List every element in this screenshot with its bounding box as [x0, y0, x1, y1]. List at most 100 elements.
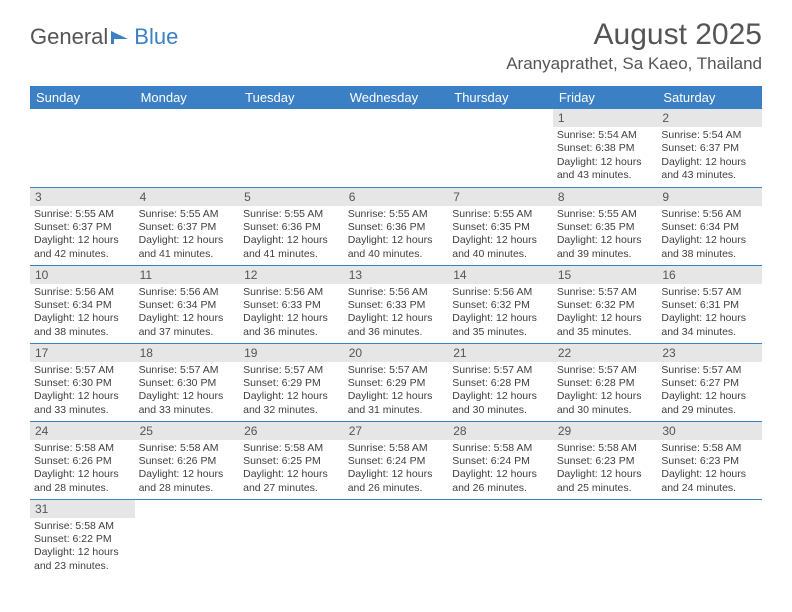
daylight-text-2: and 29 minutes.: [661, 404, 758, 417]
logo: GeneralBlue: [30, 18, 178, 50]
calendar-week-row: 24Sunrise: 5:58 AMSunset: 6:26 PMDayligh…: [30, 421, 762, 499]
day-number: 16: [657, 266, 762, 284]
sunset-text: Sunset: 6:34 PM: [139, 299, 236, 312]
sunset-text: Sunset: 6:32 PM: [557, 299, 654, 312]
calendar-day-cell: 27Sunrise: 5:58 AMSunset: 6:24 PMDayligh…: [344, 421, 449, 499]
sunrise-text: Sunrise: 5:56 AM: [243, 286, 340, 299]
day-number: 23: [657, 344, 762, 362]
day-info: Sunrise: 5:55 AMSunset: 6:36 PMDaylight:…: [239, 206, 344, 265]
day-info: Sunrise: 5:56 AMSunset: 6:34 PMDaylight:…: [30, 284, 135, 343]
daylight-text-2: and 38 minutes.: [34, 326, 131, 339]
sunrise-text: Sunrise: 5:56 AM: [34, 286, 131, 299]
day-info: Sunrise: 5:58 AMSunset: 6:23 PMDaylight:…: [553, 440, 658, 499]
daylight-text-2: and 30 minutes.: [452, 404, 549, 417]
sunrise-text: Sunrise: 5:54 AM: [557, 129, 654, 142]
calendar-day-cell: 24Sunrise: 5:58 AMSunset: 6:26 PMDayligh…: [30, 421, 135, 499]
day-info: Sunrise: 5:55 AMSunset: 6:35 PMDaylight:…: [448, 206, 553, 265]
location-subtitle: Aranyaprathet, Sa Kaeo, Thailand: [506, 54, 762, 74]
sunrise-text: Sunrise: 5:58 AM: [348, 442, 445, 455]
sunset-text: Sunset: 6:30 PM: [34, 377, 131, 390]
sunset-text: Sunset: 6:34 PM: [661, 221, 758, 234]
sunrise-text: Sunrise: 5:54 AM: [661, 129, 758, 142]
sunset-text: Sunset: 6:35 PM: [452, 221, 549, 234]
day-info: Sunrise: 5:57 AMSunset: 6:31 PMDaylight:…: [657, 284, 762, 343]
calendar-empty-cell: [657, 499, 762, 577]
sunrise-text: Sunrise: 5:55 AM: [139, 208, 236, 221]
calendar-table: SundayMondayTuesdayWednesdayThursdayFrid…: [30, 86, 762, 577]
daylight-text-1: Daylight: 12 hours: [243, 390, 340, 403]
sunrise-text: Sunrise: 5:55 AM: [557, 208, 654, 221]
calendar-day-cell: 1Sunrise: 5:54 AMSunset: 6:38 PMDaylight…: [553, 109, 658, 187]
day-info: Sunrise: 5:57 AMSunset: 6:30 PMDaylight:…: [135, 362, 240, 421]
sunrise-text: Sunrise: 5:58 AM: [557, 442, 654, 455]
day-info: Sunrise: 5:58 AMSunset: 6:22 PMDaylight:…: [30, 518, 135, 577]
daylight-text-2: and 26 minutes.: [348, 482, 445, 495]
calendar-week-row: 1Sunrise: 5:54 AMSunset: 6:38 PMDaylight…: [30, 109, 762, 187]
day-info: Sunrise: 5:58 AMSunset: 6:26 PMDaylight:…: [30, 440, 135, 499]
sunrise-text: Sunrise: 5:57 AM: [661, 286, 758, 299]
sunset-text: Sunset: 6:36 PM: [243, 221, 340, 234]
daylight-text-2: and 43 minutes.: [557, 169, 654, 182]
calendar-day-cell: 22Sunrise: 5:57 AMSunset: 6:28 PMDayligh…: [553, 343, 658, 421]
daylight-text-2: and 27 minutes.: [243, 482, 340, 495]
calendar-day-cell: 21Sunrise: 5:57 AMSunset: 6:28 PMDayligh…: [448, 343, 553, 421]
weekday-header: Saturday: [657, 86, 762, 109]
day-number: 22: [553, 344, 658, 362]
sunset-text: Sunset: 6:38 PM: [557, 142, 654, 155]
calendar-day-cell: 2Sunrise: 5:54 AMSunset: 6:37 PMDaylight…: [657, 109, 762, 187]
calendar-day-cell: 23Sunrise: 5:57 AMSunset: 6:27 PMDayligh…: [657, 343, 762, 421]
calendar-day-cell: 15Sunrise: 5:57 AMSunset: 6:32 PMDayligh…: [553, 265, 658, 343]
sunset-text: Sunset: 6:32 PM: [452, 299, 549, 312]
daylight-text-1: Daylight: 12 hours: [557, 234, 654, 247]
sunset-text: Sunset: 6:28 PM: [452, 377, 549, 390]
daylight-text-1: Daylight: 12 hours: [34, 546, 131, 559]
day-info: Sunrise: 5:58 AMSunset: 6:24 PMDaylight:…: [448, 440, 553, 499]
daylight-text-1: Daylight: 12 hours: [139, 312, 236, 325]
day-info: Sunrise: 5:57 AMSunset: 6:28 PMDaylight:…: [448, 362, 553, 421]
calendar-day-cell: 28Sunrise: 5:58 AMSunset: 6:24 PMDayligh…: [448, 421, 553, 499]
day-number: 17: [30, 344, 135, 362]
sunset-text: Sunset: 6:26 PM: [34, 455, 131, 468]
daylight-text-2: and 31 minutes.: [348, 404, 445, 417]
day-number: 15: [553, 266, 658, 284]
daylight-text-2: and 34 minutes.: [661, 326, 758, 339]
sunset-text: Sunset: 6:22 PM: [34, 533, 131, 546]
sunset-text: Sunset: 6:36 PM: [348, 221, 445, 234]
sunset-text: Sunset: 6:30 PM: [139, 377, 236, 390]
sunrise-text: Sunrise: 5:56 AM: [661, 208, 758, 221]
sunset-text: Sunset: 6:37 PM: [139, 221, 236, 234]
calendar-day-cell: 25Sunrise: 5:58 AMSunset: 6:26 PMDayligh…: [135, 421, 240, 499]
sunset-text: Sunset: 6:24 PM: [348, 455, 445, 468]
daylight-text-1: Daylight: 12 hours: [34, 312, 131, 325]
day-number: 19: [239, 344, 344, 362]
sunset-text: Sunset: 6:24 PM: [452, 455, 549, 468]
title-block: August 2025 Aranyaprathet, Sa Kaeo, Thai…: [506, 18, 762, 74]
calendar-week-row: 3Sunrise: 5:55 AMSunset: 6:37 PMDaylight…: [30, 187, 762, 265]
sunrise-text: Sunrise: 5:57 AM: [34, 364, 131, 377]
calendar-day-cell: 13Sunrise: 5:56 AMSunset: 6:33 PMDayligh…: [344, 265, 449, 343]
daylight-text-2: and 36 minutes.: [243, 326, 340, 339]
calendar-week-row: 31Sunrise: 5:58 AMSunset: 6:22 PMDayligh…: [30, 499, 762, 577]
daylight-text-2: and 35 minutes.: [452, 326, 549, 339]
logo-flag-icon: [110, 28, 132, 46]
sunrise-text: Sunrise: 5:57 AM: [348, 364, 445, 377]
daylight-text-1: Daylight: 12 hours: [348, 390, 445, 403]
calendar-day-cell: 6Sunrise: 5:55 AMSunset: 6:36 PMDaylight…: [344, 187, 449, 265]
daylight-text-1: Daylight: 12 hours: [557, 468, 654, 481]
day-number: 4: [135, 188, 240, 206]
daylight-text-2: and 33 minutes.: [34, 404, 131, 417]
day-info: Sunrise: 5:55 AMSunset: 6:36 PMDaylight:…: [344, 206, 449, 265]
daylight-text-1: Daylight: 12 hours: [243, 312, 340, 325]
day-info: Sunrise: 5:57 AMSunset: 6:29 PMDaylight:…: [344, 362, 449, 421]
page-header: GeneralBlue August 2025 Aranyaprathet, S…: [0, 0, 792, 80]
sunset-text: Sunset: 6:35 PM: [557, 221, 654, 234]
sunset-text: Sunset: 6:29 PM: [243, 377, 340, 390]
calendar-empty-cell: [344, 109, 449, 187]
day-number: 13: [344, 266, 449, 284]
day-number: 21: [448, 344, 553, 362]
daylight-text-2: and 42 minutes.: [34, 248, 131, 261]
calendar-day-cell: 7Sunrise: 5:55 AMSunset: 6:35 PMDaylight…: [448, 187, 553, 265]
sunset-text: Sunset: 6:27 PM: [661, 377, 758, 390]
day-info: Sunrise: 5:56 AMSunset: 6:32 PMDaylight:…: [448, 284, 553, 343]
day-info: Sunrise: 5:55 AMSunset: 6:37 PMDaylight:…: [30, 206, 135, 265]
